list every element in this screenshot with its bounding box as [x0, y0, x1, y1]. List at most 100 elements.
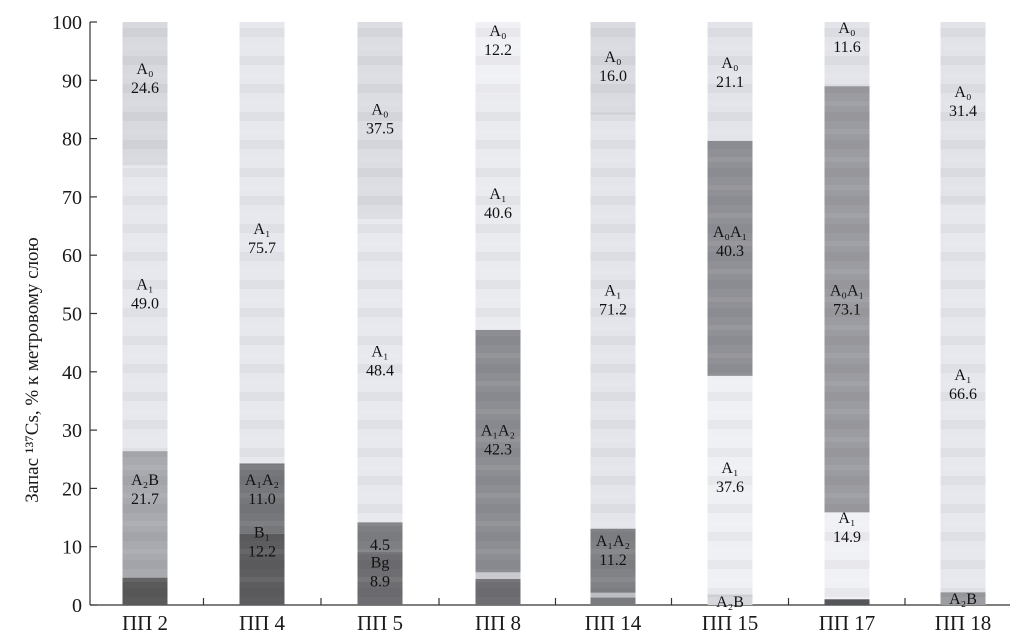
bar-segment-texture [357, 551, 403, 605]
segment-horizon-label: A₁A₂ [245, 472, 279, 489]
segment-horizon-label: A₀ [838, 20, 855, 37]
bar-segment-texture [590, 22, 636, 116]
segment-value-label: 8.9 [370, 574, 390, 591]
x-tick-label: ПП 17 [819, 611, 876, 635]
bar-segment-texture [590, 592, 636, 598]
y-tick-label: 0 [72, 595, 82, 617]
segment-value-label: A₂B [949, 591, 977, 608]
bar-segment-texture [357, 522, 403, 552]
y-tick-label: 100 [52, 12, 82, 34]
y-tick-label: 20 [62, 478, 82, 500]
segment-horizon-label: A₁ [371, 344, 388, 361]
bar-3 [357, 22, 403, 605]
segment-horizon-label: A₁ [721, 460, 738, 477]
segment-value-label: 31.4 [949, 103, 977, 120]
bar-segment-texture [824, 512, 870, 600]
segment-value-label: 66.6 [949, 386, 977, 403]
y-tick-label: 70 [62, 187, 82, 209]
y-tick-label: 60 [62, 245, 82, 267]
bar-segment-texture [475, 578, 521, 605]
segment-value-label: 49.0 [131, 296, 159, 313]
x-tick-label: ПП 14 [585, 611, 642, 635]
segment-value-label: 37.5 [366, 121, 394, 138]
bar-segment-texture [475, 93, 521, 330]
segment-value-label: A₂B [716, 594, 744, 611]
bar-4 [475, 22, 521, 605]
segment-value-label: 40.3 [716, 243, 744, 260]
bar-segment-texture [239, 463, 285, 534]
bar-segment-texture [940, 22, 986, 204]
bar-segment-texture [824, 599, 870, 605]
bar-segment-texture [357, 22, 403, 220]
bar-segment-texture [475, 22, 521, 94]
bar-segment-texture [122, 577, 168, 605]
bar-segment-texture [122, 451, 168, 578]
segment-horizon-label: A₀A₁ [713, 224, 747, 241]
bar-segment-texture [940, 203, 986, 593]
segment-horizon-label: A₀ [489, 23, 506, 40]
segment-value-label: 75.7 [248, 240, 276, 257]
segment-horizon-label: A₀ [604, 49, 621, 66]
bar-segment-texture [590, 597, 636, 605]
y-tick-label: 10 [62, 537, 82, 559]
segment-value-label: 11.0 [248, 491, 275, 508]
y-axis: 0 10 20 30 40 50 60 70 80 90 100 [52, 12, 97, 617]
segment-value-label: 11.6 [833, 39, 860, 56]
bar-2 [239, 22, 285, 605]
x-tick-label: ПП 4 [239, 611, 286, 635]
bar-segment-texture [707, 594, 753, 605]
x-tick-label: ПП 5 [357, 611, 403, 635]
segment-value-label: 73.1 [833, 301, 861, 318]
y-tick-label: 90 [62, 70, 82, 92]
segment-value-label: 42.3 [484, 441, 512, 458]
segment-horizon-label: B₁ [254, 524, 270, 541]
segment-value-label: 14.9 [833, 529, 861, 546]
segment-value-label: 11.2 [599, 552, 626, 569]
y-tick-label: 40 [62, 362, 82, 384]
bar-segment-texture [707, 375, 753, 595]
bar-segment-texture [357, 219, 403, 523]
segment-horizon-label: A₁ [954, 367, 971, 384]
bar-segment-texture [239, 533, 285, 605]
segment-horizon-label: A₁A₂ [481, 422, 515, 439]
x-axis: ПП 2 ПП 4 ПП 5 ПП 8 ПП 14 ПП 15 ПП 17 ПП 18 [90, 598, 1010, 635]
y-tick-label: 30 [62, 420, 82, 442]
bar-segment-texture [940, 592, 986, 605]
segment-horizon-label: A₂B [131, 472, 159, 489]
segment-value-label: 71.2 [599, 301, 627, 318]
bar-segment-texture [707, 140, 753, 376]
bar-segment-texture [707, 22, 753, 141]
segment-value-label: 21.7 [131, 491, 159, 508]
bar-5 [590, 22, 636, 605]
segment-value-label: 21.1 [716, 74, 744, 91]
segment-value-label: 37.6 [716, 479, 744, 496]
segment-horizon-label: A₁ [253, 221, 270, 238]
bar-segment-texture [590, 115, 636, 529]
segment-horizon-label: A₁A₂ [596, 533, 630, 550]
segment-value-label: 48.4 [366, 363, 394, 380]
segment-value-label: 40.6 [484, 205, 512, 222]
segment-horizon-label: A₀ [954, 84, 971, 101]
segment-value-label: 12.2 [248, 543, 276, 560]
x-tick-label: ПП 18 [935, 611, 992, 635]
segment-horizon-label: A₀ [136, 61, 153, 78]
bar-segment-texture [824, 86, 870, 513]
segment-horizon-label: Bg [371, 555, 390, 572]
segment-value-label: 16.0 [599, 68, 627, 85]
bar-6 [707, 22, 753, 605]
y-tick-label: 80 [62, 129, 82, 151]
x-tick-label: ПП 2 [122, 611, 168, 635]
segment-horizon-label: A₀ [371, 102, 388, 119]
bar-1 [122, 22, 168, 605]
segment-value-label: 4.5 [370, 537, 390, 554]
bar-segment-texture [122, 165, 168, 452]
y-tick-label: 50 [62, 304, 82, 326]
bar-segment-texture [475, 329, 521, 573]
x-tick-label: ПП 15 [702, 611, 759, 635]
segment-horizon-label: A₁ [489, 186, 506, 203]
segment-value-label: 12.2 [484, 42, 512, 59]
segment-horizon-label: A₁ [604, 282, 621, 299]
bar-segment-texture [590, 528, 636, 593]
bar-8 [940, 22, 986, 605]
